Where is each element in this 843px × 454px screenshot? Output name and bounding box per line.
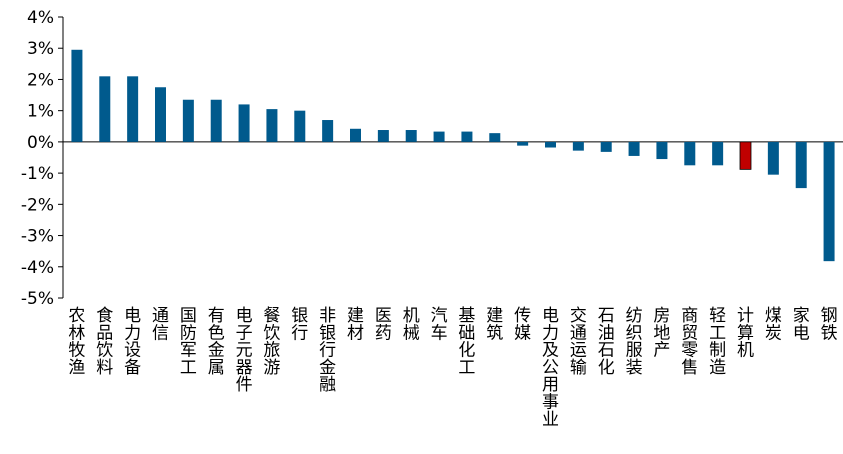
bar-20 (600, 141, 612, 152)
category-label: 建材 (347, 306, 364, 343)
bar-3 (127, 76, 139, 142)
y-tick-label: 1% (27, 102, 54, 122)
bar-28 (823, 141, 835, 262)
bar-25 (739, 141, 752, 170)
y-tick-label: -2% (21, 195, 54, 215)
category-label: 石油石化 (598, 306, 615, 378)
bar-10 (322, 120, 334, 142)
category-label: 房地产 (653, 306, 670, 361)
y-tick-label: -5% (21, 289, 54, 309)
category-label: 基础化工 (458, 306, 475, 378)
y-tick-label: 2% (27, 70, 54, 90)
category-label: 商贸零售 (681, 306, 698, 378)
category-label: 纺织服装 (626, 306, 643, 378)
bar-14 (433, 131, 445, 142)
y-tick-label: -3% (21, 227, 54, 247)
category-label: 农林牧渔 (68, 306, 85, 378)
category-label: 传媒 (514, 306, 531, 343)
y-tick-label: 4% (27, 8, 54, 28)
bar-4 (155, 87, 166, 142)
bar-21 (628, 141, 640, 156)
bar-6 (210, 99, 222, 142)
category-label: 国防军工 (180, 306, 197, 378)
bar-23 (684, 141, 696, 166)
bar-12 (377, 130, 389, 142)
y-tick-label: -4% (21, 258, 54, 278)
y-axis: 4% 3% 2% 1% 0% -1% -2% -3% -4% -5% (21, 8, 843, 309)
bar-22 (656, 141, 668, 160)
x-axis-labels: 农林牧渔食品饮料电力设备通信国防军工有色金属电子元器件餐饮旅游银行非银行金融建材… (68, 306, 837, 430)
bar-7 (238, 104, 250, 142)
bar-27 (795, 141, 807, 189)
bar-5 (182, 99, 194, 142)
bar-11 (350, 128, 361, 142)
category-label: 餐饮旅游 (263, 306, 280, 378)
category-label: 银行 (291, 306, 308, 343)
y-tick-label: -1% (21, 164, 54, 184)
category-label: 食品饮料 (96, 306, 113, 378)
bar-19 (572, 141, 584, 151)
category-label: 汽车 (431, 306, 448, 343)
category-label: 电力设备 (124, 306, 141, 378)
category-label: 钢铁 (821, 306, 838, 343)
category-label: 轻工制造 (709, 306, 726, 378)
bar-1 (71, 49, 83, 142)
category-label: 煤炭 (765, 306, 782, 343)
bar-15 (461, 131, 473, 142)
category-label: 家电 (793, 306, 810, 343)
category-label: 电力及公用事业 (542, 306, 559, 430)
bar-24 (712, 141, 724, 166)
bar-9 (294, 110, 306, 142)
y-tick-label: 0% (27, 133, 54, 153)
bar-17 (517, 141, 529, 146)
bar-13 (405, 130, 417, 142)
category-label: 非银行金融 (319, 306, 336, 395)
bar-18 (545, 141, 556, 148)
category-label: 电子元器件 (236, 306, 253, 395)
category-label: 交通运输 (570, 306, 587, 378)
category-label: 建筑 (486, 306, 503, 343)
bar-8 (266, 109, 278, 142)
bar-2 (99, 76, 111, 142)
bar-16 (489, 133, 501, 142)
category-label: 通信 (152, 306, 169, 343)
bars (71, 49, 835, 262)
category-label: 计算机 (737, 306, 754, 361)
category-label: 医药 (375, 306, 392, 343)
y-tick-label: 3% (27, 39, 54, 59)
category-label: 机械 (403, 306, 420, 343)
category-label: 有色金属 (208, 306, 225, 378)
bar-26 (767, 141, 779, 175)
